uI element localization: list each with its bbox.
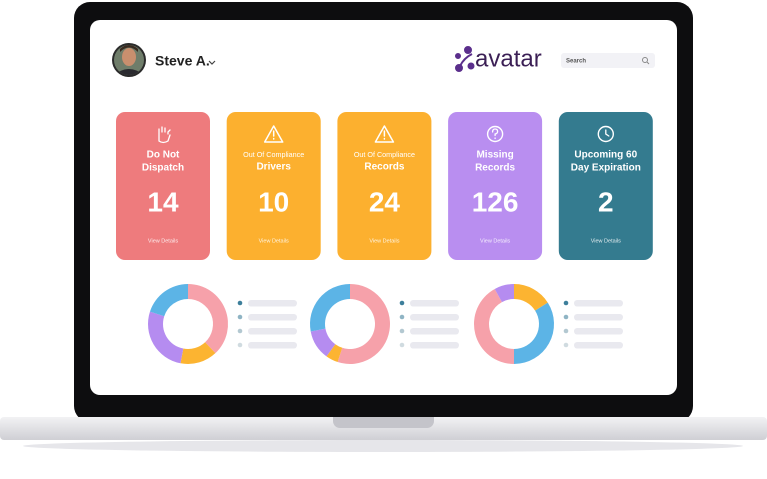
legend-dot — [237, 342, 243, 348]
logo-icon — [455, 46, 475, 72]
clock-icon — [597, 125, 614, 143]
legend-dot — [563, 342, 569, 348]
card-background — [448, 112, 543, 260]
legend-placeholder — [248, 314, 297, 321]
card-value: 24 — [369, 186, 401, 217]
card-value: 126 — [472, 186, 519, 217]
legend-dot — [563, 300, 569, 306]
legend-placeholder — [574, 328, 623, 335]
legend-dot — [399, 342, 405, 348]
card-background — [337, 112, 432, 260]
notch — [333, 417, 434, 428]
card-overline: Out Of Compliance — [354, 150, 415, 159]
help-icon — [486, 125, 504, 143]
stat-card[interactable]: Out Of Compliance Drivers 10 View Details — [226, 112, 321, 260]
legend-dot — [237, 328, 243, 334]
view-details-link[interactable]: View Details — [480, 238, 510, 244]
laptop-base — [0, 417, 767, 440]
donut-segment — [180, 342, 216, 364]
donut-segment — [474, 288, 514, 364]
legend-placeholder — [248, 328, 297, 335]
card-background — [116, 112, 210, 260]
card-title: Records — [364, 162, 404, 173]
view-details-link[interactable]: View Details — [148, 238, 178, 244]
card-value: 2 — [598, 186, 614, 217]
donut-segment — [147, 311, 184, 364]
donut-segment — [309, 284, 350, 332]
donut-segment — [188, 284, 229, 354]
stat-card[interactable]: Out Of Compliance Records 24 View Details — [337, 112, 432, 260]
card-overline: Out Of Compliance — [243, 150, 304, 159]
search-icon[interactable] — [642, 57, 648, 63]
legend-dot — [399, 314, 405, 320]
donut-segment — [514, 302, 554, 364]
donut-segment — [514, 284, 548, 311]
warning-icon — [374, 125, 395, 143]
help-mark — [491, 128, 499, 140]
view-details-link[interactable]: View Details — [259, 238, 289, 244]
legend-dot — [563, 328, 569, 334]
card-title: Drivers — [256, 162, 291, 173]
user-name[interactable]: Steve A. — [155, 53, 210, 69]
legend-placeholder — [410, 328, 459, 335]
card-value: 10 — [258, 186, 289, 217]
logo-text: avatar — [475, 45, 542, 72]
legend-dot — [563, 314, 569, 320]
legend-placeholder — [410, 300, 459, 307]
legend-dot — [237, 300, 243, 306]
card-background — [226, 112, 321, 260]
legend-dot — [237, 314, 243, 320]
legend-dot — [399, 328, 405, 334]
card-title: Do Not — [147, 150, 180, 161]
chevron[interactable] — [208, 60, 216, 65]
search-icon-handle — [646, 61, 650, 65]
search-box[interactable] — [561, 53, 655, 68]
donut-segment — [149, 283, 188, 317]
legend-placeholder — [574, 314, 623, 321]
card-title: Missing — [476, 150, 513, 161]
donut-segment — [310, 328, 336, 357]
donut-segment — [337, 284, 390, 364]
stat-card[interactable]: Do Not Dispatch 14 View Details — [116, 112, 210, 260]
legend-placeholder — [248, 342, 297, 349]
view-details-link[interactable]: View Details — [591, 238, 621, 244]
stat-card[interactable]: Missing Records 126 View Details — [448, 112, 543, 260]
donut-segment — [494, 284, 514, 303]
card-value: 14 — [147, 186, 179, 217]
donut-segment — [326, 344, 343, 363]
search-placeholder: Search — [566, 59, 586, 65]
stat-card[interactable]: Upcoming 60 Day Expiration 2 View Details — [558, 112, 653, 260]
clock-hands — [605, 129, 610, 137]
view-details-link[interactable]: View Details — [369, 238, 399, 244]
legend-placeholder — [248, 300, 297, 307]
hand-icon — [158, 126, 171, 144]
card-background — [558, 112, 653, 260]
legend-dot — [399, 300, 405, 306]
card-title: Upcoming 60 — [574, 150, 637, 161]
legend-placeholder — [574, 342, 623, 349]
legend-placeholder — [574, 300, 623, 307]
warning-icon — [263, 125, 284, 143]
legend-placeholder — [410, 342, 459, 349]
card-title: Dispatch — [142, 163, 184, 174]
card-title: Records — [475, 163, 515, 174]
legend-placeholder — [410, 314, 459, 321]
card-title: Day Expiration — [571, 163, 641, 174]
shadow — [23, 440, 743, 452]
